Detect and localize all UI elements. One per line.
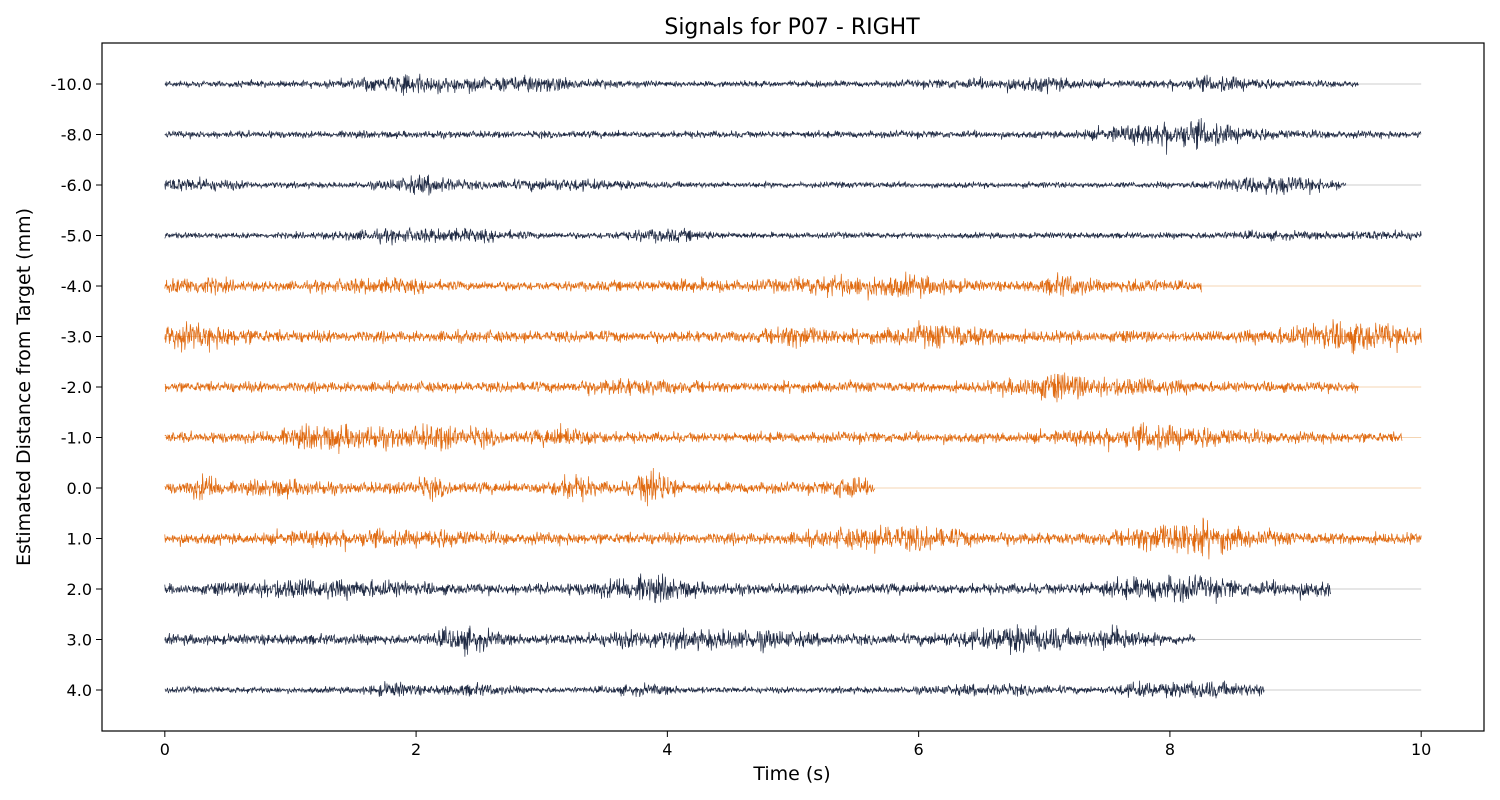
y-tick-label: 4.0: [67, 681, 92, 700]
y-tick-label: -1.0: [61, 429, 92, 448]
x-tick-label: 0: [160, 740, 170, 759]
chart-title: Signals for P07 - RIGHT: [664, 15, 920, 40]
y-tick-label: -3.0: [61, 328, 92, 347]
x-tick-label: 4: [662, 740, 672, 759]
y-tick-label: 2.0: [67, 580, 92, 599]
x-tick-label: 2: [411, 740, 421, 759]
y-tick-label: 0.0: [67, 479, 92, 498]
y-tick-label: 3.0: [67, 631, 92, 650]
y-tick-label: 1.0: [67, 530, 92, 549]
y-tick-label: -10.0: [51, 75, 92, 94]
x-tick-label: 10: [1411, 740, 1431, 759]
x-tick-label: 6: [914, 740, 924, 759]
x-axis-label: Time (s): [752, 763, 830, 785]
y-tick-label: -4.0: [61, 277, 92, 296]
y-axis-label: Estimated Distance from Target (mm): [13, 208, 35, 566]
x-tick-label: 8: [1165, 740, 1175, 759]
y-tick-label: -6.0: [61, 176, 92, 195]
y-tick-label: -5.0: [61, 227, 92, 246]
y-tick-label: -2.0: [61, 378, 92, 397]
y-tick-label: -8.0: [61, 126, 92, 145]
